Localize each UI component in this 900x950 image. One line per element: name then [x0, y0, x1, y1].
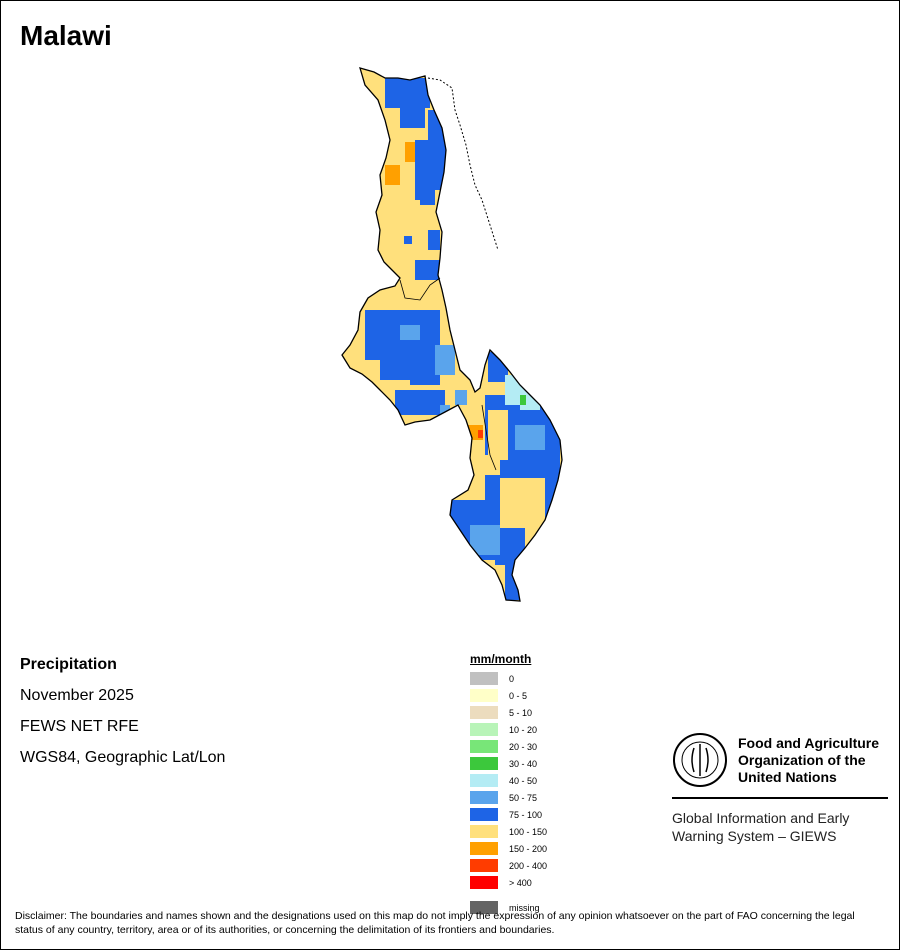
legend-item: 40 - 50	[470, 772, 547, 789]
precip-cell	[420, 175, 435, 205]
legend: mm/month 0 0 - 5 5 - 10 10 - 20 20 - 30 30 - …	[470, 652, 547, 916]
legend-label: 0 - 5	[509, 690, 528, 701]
precip-cell	[455, 390, 467, 405]
precip-cell	[480, 540, 500, 555]
legend-unit: mm/month	[470, 652, 532, 666]
legend-label: 0	[509, 673, 515, 684]
legend-item: 100 - 150	[470, 823, 547, 840]
legend-item-missing: missing	[470, 899, 547, 916]
product-projection: WGS84, Geographic Lat/Lon	[20, 749, 226, 766]
precip-cell	[520, 395, 526, 405]
precip-cell	[440, 405, 450, 415]
legend-item: 200 - 400	[470, 857, 547, 874]
precip-cell	[515, 425, 545, 450]
lake-shoreline	[427, 77, 499, 251]
region-boundary	[399, 277, 441, 301]
legend-swatch	[470, 689, 498, 702]
country-border	[341, 67, 563, 602]
fao-org-name-line: Organization of the	[738, 751, 866, 768]
legend-swatch	[470, 859, 498, 872]
precip-cell	[470, 455, 500, 475]
fao-org-name-line: United Nations	[738, 768, 837, 785]
precipitation-map	[341, 67, 563, 602]
legend-item: 10 - 20	[470, 721, 547, 738]
precip-cell	[370, 325, 400, 345]
precip-cell	[488, 410, 508, 460]
legend-swatch	[470, 876, 498, 889]
legend-swatch	[470, 825, 498, 838]
product-info: Precipitation November 2025 FEWS NET RFE…	[20, 656, 225, 780]
legend-item: 75 - 100	[470, 806, 547, 823]
giews-line: Warning System – GIEWS	[672, 828, 837, 844]
product-name: Precipitation	[20, 656, 117, 673]
legend-label: 200 - 400	[509, 860, 548, 871]
map-title: Malawi	[20, 20, 112, 51]
precip-cell	[405, 142, 415, 162]
legend-label: 20 - 30	[509, 741, 538, 752]
legend-swatch	[470, 672, 498, 685]
legend-label: 100 - 150	[509, 826, 548, 837]
legend-swatch	[470, 808, 498, 821]
legend-swatch	[470, 723, 498, 736]
legend-label: 75 - 100	[509, 809, 543, 820]
giews-name: Global Information and Early Warning Sys…	[672, 809, 888, 845]
precip-cell	[404, 236, 412, 244]
legend-label-missing: missing	[509, 902, 540, 913]
fao-branding: Food and Agriculture Organization of the…	[672, 732, 888, 845]
legend-swatch	[470, 842, 498, 855]
legend-swatch	[470, 774, 498, 787]
fao-org-name: Food and Agriculture Organization of the…	[738, 735, 879, 786]
product-source: FEWS NET RFE	[20, 718, 139, 735]
fao-logo-icon	[673, 733, 727, 787]
legend-label: 150 - 200	[509, 843, 548, 854]
legend-label: 30 - 40	[509, 758, 538, 769]
precip-cell	[395, 390, 445, 415]
legend-item: 20 - 30	[470, 738, 547, 755]
legend-rows: 0 0 - 5 5 - 10 10 - 20 20 - 30 30 - 40 40 - 50…	[470, 670, 547, 891]
legend-label: 5 - 10	[509, 707, 533, 718]
product-period: November 2025	[20, 687, 134, 704]
precip-cell	[500, 478, 545, 528]
legend-item: 0 - 5	[470, 687, 547, 704]
disclaimer: Disclaimer: The boundaries and names sho…	[15, 910, 855, 936]
legend-swatch	[470, 706, 498, 719]
legend-swatch	[470, 791, 498, 804]
legend-label: 40 - 50	[509, 775, 538, 786]
precip-cell	[478, 430, 483, 438]
legend-item: 0	[470, 670, 547, 687]
precip-cell	[415, 260, 440, 280]
legend-swatch	[470, 757, 498, 770]
precip-cell	[505, 560, 520, 600]
legend-item: 30 - 40	[470, 755, 547, 772]
precip-cell	[400, 325, 420, 340]
legend-item: 150 - 200	[470, 840, 547, 857]
precip-cell	[400, 108, 425, 128]
legend-label: > 400	[509, 877, 532, 888]
fao-org-name-line: Food and Agriculture	[738, 734, 880, 751]
precip-cell	[385, 78, 430, 108]
giews-line: Global Information and Early	[672, 810, 850, 826]
legend-item: 50 - 75	[470, 789, 547, 806]
legend-item: 5 - 10	[470, 704, 547, 721]
precip-cell	[435, 345, 455, 375]
region-boundary	[481, 404, 497, 471]
legend-label: 10 - 20	[509, 724, 538, 735]
legend-swatch-missing	[470, 901, 498, 914]
legend-item: > 400	[470, 874, 547, 891]
precip-cell	[428, 230, 440, 250]
legend-swatch	[470, 740, 498, 753]
legend-label: 50 - 75	[509, 792, 538, 803]
fao-divider	[672, 797, 888, 799]
precip-cell	[385, 165, 400, 185]
precip-cell	[410, 365, 440, 385]
